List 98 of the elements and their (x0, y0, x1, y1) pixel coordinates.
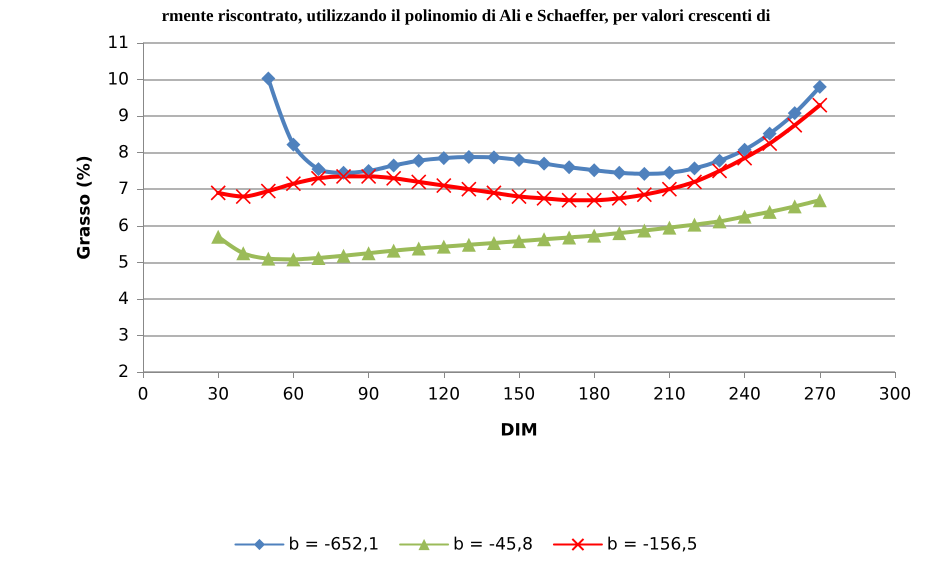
point (786, 117, 803, 134)
point (386, 244, 401, 258)
point (436, 178, 452, 194)
point (310, 170, 326, 186)
point (762, 136, 778, 152)
point (788, 199, 802, 214)
chart-title: rmente riscontrato, utilizzando il polinomio di Ali e Schaeffer, per valori crescenti di (162, 6, 771, 25)
x-tick-label: 240 (728, 384, 761, 404)
point (637, 224, 652, 238)
point (788, 106, 802, 120)
y-tick-label: 8 (118, 142, 129, 163)
point (412, 154, 426, 168)
point (236, 246, 250, 260)
point (210, 185, 226, 201)
y-tick-label: 7 (118, 179, 129, 200)
x-tick-label: 210 (653, 384, 686, 404)
point (436, 151, 451, 166)
point (511, 188, 527, 204)
point (611, 190, 628, 206)
y-tick-label: 2 (118, 362, 129, 382)
point (462, 238, 476, 252)
point (311, 250, 326, 265)
point (436, 240, 451, 254)
y-tick-label: 10 (107, 70, 129, 90)
point (762, 204, 777, 219)
point (412, 241, 426, 256)
point (637, 166, 652, 181)
point (712, 154, 727, 168)
point (260, 183, 276, 199)
y-tick-label: 6 (118, 216, 129, 236)
point (462, 150, 476, 164)
y-axis-title: Grasso (%) (74, 155, 94, 260)
point (486, 150, 501, 164)
point (562, 230, 576, 244)
point (636, 186, 652, 203)
point (410, 174, 427, 190)
point (261, 252, 276, 266)
point (286, 176, 302, 192)
x-tick-label: 0 (138, 384, 148, 404)
point (812, 97, 828, 113)
x-tick-label: 90 (358, 384, 380, 404)
point (612, 226, 626, 240)
point (712, 163, 728, 179)
point (461, 181, 477, 198)
point (536, 190, 552, 206)
point (687, 218, 702, 232)
point (211, 230, 226, 244)
point (561, 192, 577, 208)
point (687, 161, 702, 176)
point (486, 236, 501, 250)
x-tick-label: 180 (578, 384, 610, 404)
legend-label: b = -156,5 (606, 534, 698, 554)
y-tick-label: 3 (118, 325, 129, 346)
point (738, 142, 752, 157)
x-tick-label: 300 (878, 384, 912, 404)
point (362, 246, 376, 260)
point (386, 170, 402, 186)
point (286, 252, 300, 266)
x-tick-label: 270 (804, 384, 836, 404)
x-tick-label: 120 (428, 384, 460, 404)
point (762, 126, 777, 141)
legend-label: b = -45,8 (453, 534, 533, 554)
point (537, 232, 552, 246)
point (360, 168, 376, 184)
point (336, 168, 352, 184)
point (736, 150, 752, 166)
point (537, 156, 552, 171)
point (311, 162, 326, 176)
point (261, 71, 276, 86)
point (336, 248, 351, 263)
point (662, 166, 676, 180)
x-tick-label: 30 (207, 384, 230, 404)
point (512, 234, 526, 248)
x-tick-label: 60 (282, 384, 304, 404)
point (712, 214, 727, 228)
point (586, 192, 602, 208)
y-tick-label: 11 (107, 33, 129, 53)
point (386, 158, 401, 172)
point (738, 210, 752, 224)
point (662, 181, 678, 198)
point (587, 163, 602, 178)
x-axis-title: DIM (500, 420, 538, 440)
point (612, 166, 626, 180)
point (286, 138, 300, 152)
point (235, 188, 252, 204)
y-tick-label: 9 (118, 106, 129, 126)
point (486, 185, 502, 201)
legend-label: b = -652,1 (288, 534, 380, 554)
point (812, 80, 827, 94)
x-tick-label: 150 (502, 384, 536, 404)
point (512, 152, 526, 167)
point (587, 228, 602, 243)
y-tick-label: 4 (118, 288, 129, 309)
y-tick-label: 5 (118, 252, 129, 272)
point (812, 193, 827, 208)
point (686, 174, 702, 190)
point (662, 220, 676, 235)
point (562, 160, 576, 174)
